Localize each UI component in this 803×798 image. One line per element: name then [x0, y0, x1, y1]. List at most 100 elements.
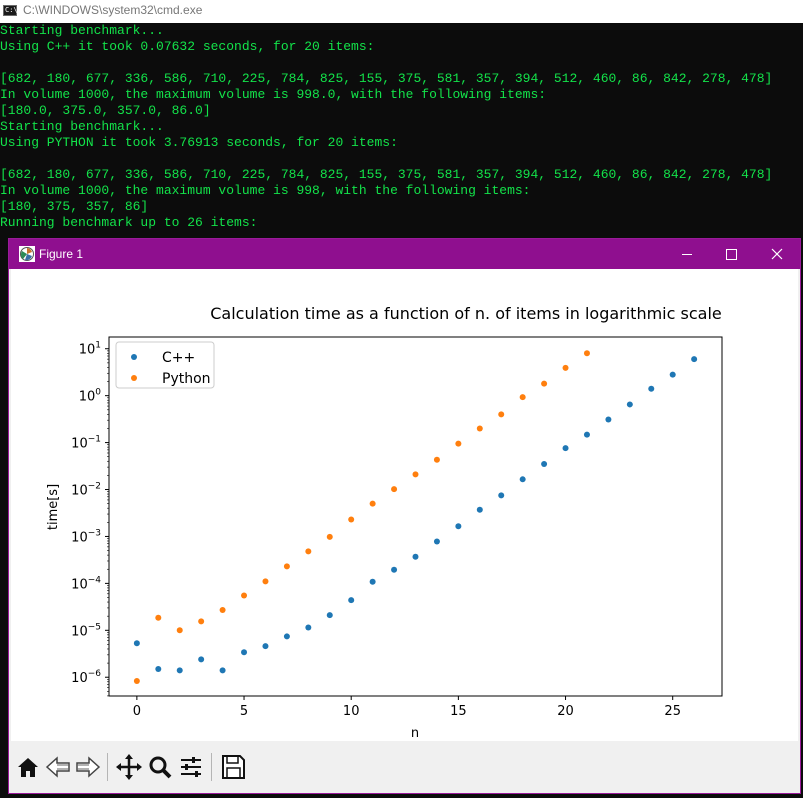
data-point-cpp: [326, 612, 333, 619]
console-line: In volume 1000, the maximum volume is 99…: [0, 87, 547, 102]
close-icon: [771, 248, 783, 260]
console-line: Starting benchmark...: [0, 23, 164, 38]
legend-marker: [131, 354, 137, 360]
cmd-icon-text: C:\: [5, 6, 18, 14]
data-point-cpp: [455, 523, 462, 530]
data-point-cpp: [541, 460, 548, 467]
data-point-python: [562, 364, 569, 371]
data-point-cpp: [176, 667, 183, 674]
plot-frame: [108, 336, 723, 697]
figure-window: Figure 1 Calculation time as a function …: [8, 238, 801, 794]
data-point-python: [326, 533, 333, 540]
data-point-python: [348, 516, 355, 523]
y-tick-label: 10−5: [71, 622, 101, 639]
data-point-cpp: [155, 665, 162, 672]
data-point-python: [176, 627, 183, 634]
configure-subplots-icon: [181, 757, 201, 777]
save-button[interactable]: [218, 751, 248, 783]
data-point-cpp: [691, 356, 698, 363]
legend-box: [115, 341, 215, 389]
console-line: In volume 1000, the maximum volume is 99…: [0, 183, 531, 198]
console-line: Starting benchmark...: [0, 119, 164, 134]
data-point-cpp: [583, 431, 590, 438]
data-point-python: [283, 563, 290, 570]
chart-axes: 0 5 10 15 20 25 10−6 10−5 10−4 10−3 10−2 10−1 100 101: [71, 336, 723, 719]
pan-icon: [116, 754, 142, 780]
data-point-cpp: [283, 633, 290, 640]
y-tick-label: 10−1: [71, 435, 101, 452]
close-button[interactable]: [754, 239, 800, 269]
data-point-python: [219, 607, 226, 614]
save-icon: [222, 755, 245, 779]
minimize-icon: [682, 254, 692, 255]
minimize-button[interactable]: [664, 239, 710, 269]
x-axis-label: n: [411, 726, 419, 741]
y-tick-label: 10−6: [71, 669, 101, 686]
y-axis-label: time[s]: [46, 484, 61, 530]
back-icon: [45, 756, 70, 778]
console-line: [682, 180, 677, 336, 586, 710, 225, 784,…: [0, 167, 773, 182]
cmd-app-icon: C:\: [3, 5, 18, 16]
data-point-cpp: [519, 476, 526, 483]
data-point-cpp: [412, 553, 419, 560]
data-point-cpp: [433, 538, 440, 545]
figure-window-title: Figure 1: [39, 247, 84, 261]
y-tick-label: 10−3: [71, 528, 101, 545]
data-point-python: [498, 411, 505, 418]
data-point-python: [476, 425, 483, 432]
pan-button[interactable]: [114, 751, 144, 783]
chart-title: Calculation time as a function of n. of …: [210, 304, 721, 323]
data-point-python: [305, 548, 312, 555]
data-point-cpp: [348, 597, 355, 604]
figure-canvas[interactable]: Calculation time as a function of n. of …: [11, 269, 798, 741]
x-tick-label: 25: [664, 704, 681, 719]
console-line: Using C++ it took 0.07632 seconds, for 2…: [0, 39, 375, 54]
x-tick-label: 0: [133, 704, 141, 719]
data-point-python: [198, 618, 205, 625]
toolbar-separator: [211, 753, 212, 781]
toolbar-separator: [107, 753, 108, 781]
legend-label: Python: [162, 371, 211, 387]
data-point-cpp: [262, 643, 269, 650]
figure-titlebar[interactable]: Figure 1: [9, 239, 800, 269]
figure-toolbar: [9, 741, 800, 793]
home-button[interactable]: [13, 751, 43, 783]
data-point-python: [133, 678, 140, 685]
x-tick-label: 5: [240, 704, 248, 719]
console-line: [682, 180, 677, 336, 586, 710, 225, 784,…: [0, 71, 773, 86]
zoom-button[interactable]: [145, 751, 175, 783]
data-point-cpp: [626, 401, 633, 408]
console-line: [0, 151, 803, 167]
data-point-cpp: [133, 640, 140, 647]
y-tick-label: 10−4: [71, 575, 101, 592]
forward-icon: [76, 756, 101, 778]
data-point-python: [155, 614, 162, 621]
maximize-button[interactable]: [709, 239, 755, 269]
data-point-python: [541, 380, 548, 387]
legend-marker: [131, 375, 137, 381]
maximize-icon: [726, 249, 737, 260]
cmd-console-output[interactable]: Starting benchmark... Using C++ it took 0…: [0, 23, 803, 238]
configure-subplots-button[interactable]: [176, 751, 206, 783]
x-tick-label: 10: [343, 704, 360, 719]
data-point-python: [433, 456, 440, 463]
back-button[interactable]: [43, 751, 73, 783]
data-point-python: [262, 578, 269, 585]
legend-label: C++: [162, 350, 195, 366]
cmd-window-title: C:\WINDOWS\system32\cmd.exe: [23, 3, 203, 17]
data-point-cpp: [476, 506, 483, 513]
cmd-titlebar[interactable]: C:\ C:\WINDOWS\system32\cmd.exe: [0, 0, 803, 23]
data-point-cpp: [241, 649, 248, 656]
scatter-chart[interactable]: Calculation time as a function of n. of …: [11, 269, 798, 741]
chart-legend: C++ Python: [115, 341, 215, 389]
data-point-python: [519, 394, 526, 401]
forward-button[interactable]: [73, 751, 103, 783]
data-point-python: [369, 500, 376, 507]
data-point-python: [583, 350, 590, 357]
data-point-python: [455, 440, 462, 447]
console-line: [180, 375, 357, 86]: [0, 199, 149, 214]
zoom-icon: [149, 756, 172, 779]
data-point-cpp: [219, 667, 226, 674]
home-icon: [18, 758, 38, 777]
data-point-python: [241, 592, 248, 599]
